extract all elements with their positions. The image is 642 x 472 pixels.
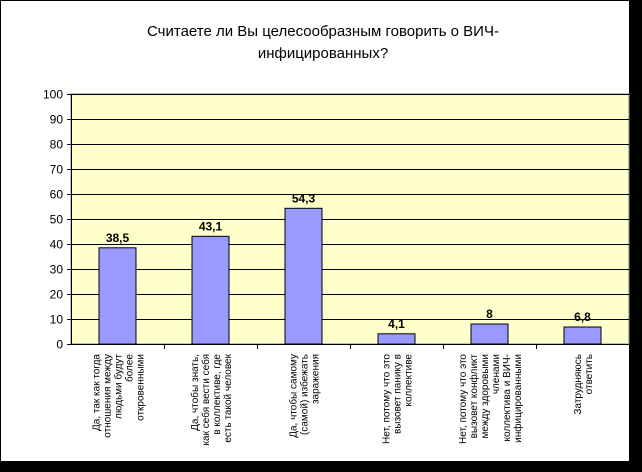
category-label-line: людьми будут bbox=[113, 354, 125, 419]
category-labels: Да, так как тогда отношения между людьми б… bbox=[92, 353, 596, 445]
chart-title: Считаете ли Вы целесообразным говорить о… bbox=[147, 23, 499, 62]
bar bbox=[98, 247, 137, 345]
category-label: Да, чтобы самому (самой) избежать заражени… bbox=[288, 354, 322, 438]
y-tick-label: 90 bbox=[50, 113, 64, 127]
data-label: 43,1 bbox=[199, 219, 223, 233]
y-tick-labels: 0 10 20 30 40 50 60 70 80 90 100 bbox=[43, 88, 63, 352]
category-label-line: Да, так как тогда bbox=[92, 354, 103, 431]
category-label-line: вызовет конфликт bbox=[468, 354, 480, 439]
bar bbox=[563, 326, 602, 345]
category-label-line: отношения между bbox=[103, 354, 114, 438]
y-tick-label: 40 bbox=[50, 238, 64, 252]
bar bbox=[191, 235, 230, 345]
category-label-line: в коллективе, где bbox=[212, 354, 223, 435]
y-tick-label: 80 bbox=[50, 138, 64, 152]
data-label: 38,5 bbox=[106, 231, 130, 245]
category-label-line: как себя вести себя bbox=[200, 354, 212, 446]
y-tick-label: 60 bbox=[50, 188, 64, 202]
category-label: Да, так как тогда отношения между людьми б… bbox=[92, 354, 147, 438]
y-tick-label: 10 bbox=[50, 313, 64, 327]
category-label-line: Да, чтобы знать, bbox=[189, 354, 201, 431]
category-label: Да, чтобы знать, как себя вести себя в кол… bbox=[189, 353, 234, 445]
category-label-line: откровенными bbox=[136, 354, 147, 421]
y-tick-label: 30 bbox=[50, 263, 64, 277]
category-label-line: вызовет панику в bbox=[393, 354, 404, 434]
y-tick-label: 20 bbox=[50, 288, 64, 302]
bar bbox=[377, 333, 416, 345]
bars bbox=[98, 207, 602, 345]
y-tick-label: 50 bbox=[50, 213, 64, 227]
category-label-line: Нет, потому что это bbox=[382, 354, 393, 444]
value-labels: 38,5 43,1 54,3 4,1 8 6,8 bbox=[106, 191, 591, 330]
data-label: 4,1 bbox=[388, 317, 405, 331]
bar-chart: Считаете ли Вы целесообразным говорить о… bbox=[43, 23, 630, 446]
category-label-line: между здоровыми bbox=[480, 354, 491, 438]
y-tick-label: 0 bbox=[56, 338, 63, 352]
category-label-line: членами bbox=[491, 354, 502, 394]
chart-panel: Считаете ли Вы целесообразным говорить о… bbox=[0, 0, 630, 462]
category-label-line: Нет, потому что это bbox=[458, 354, 469, 444]
category-label-line: Затрудняюсь bbox=[573, 354, 584, 415]
category-label-line: более bbox=[124, 354, 136, 382]
category-label: Нет, потому что это вызовет панику в колле… bbox=[382, 354, 415, 444]
category-label-line: инфицированными bbox=[512, 354, 524, 443]
category-label-line: (самой) избежать bbox=[299, 354, 311, 435]
data-label: 54,3 bbox=[292, 191, 316, 205]
y-tick-label: 70 bbox=[50, 163, 64, 177]
category-label-line: есть такой человек bbox=[223, 353, 234, 442]
bar bbox=[470, 323, 509, 345]
category-label-line: Да, чтобы самому bbox=[288, 354, 300, 438]
chart-title-line: Считаете ли Вы целесообразным говорить о… bbox=[147, 23, 499, 40]
bar bbox=[284, 207, 323, 345]
category-label-line: заражения bbox=[311, 354, 322, 404]
category-label: Нет, потому что это вызовет конфликт между… bbox=[458, 354, 524, 444]
category-label-line: ответить bbox=[584, 354, 595, 394]
y-tick-label: 100 bbox=[43, 88, 63, 102]
category-label-line: коллективе bbox=[404, 354, 415, 407]
data-label: 8 bbox=[486, 307, 493, 321]
category-label-line: коллектива и ВИЧ- bbox=[502, 354, 513, 441]
axes bbox=[67, 94, 630, 349]
chart-title-line: инфицированных? bbox=[258, 45, 388, 62]
data-label: 6,8 bbox=[574, 310, 591, 324]
category-label: Затрудняюсь ответить bbox=[573, 354, 595, 415]
